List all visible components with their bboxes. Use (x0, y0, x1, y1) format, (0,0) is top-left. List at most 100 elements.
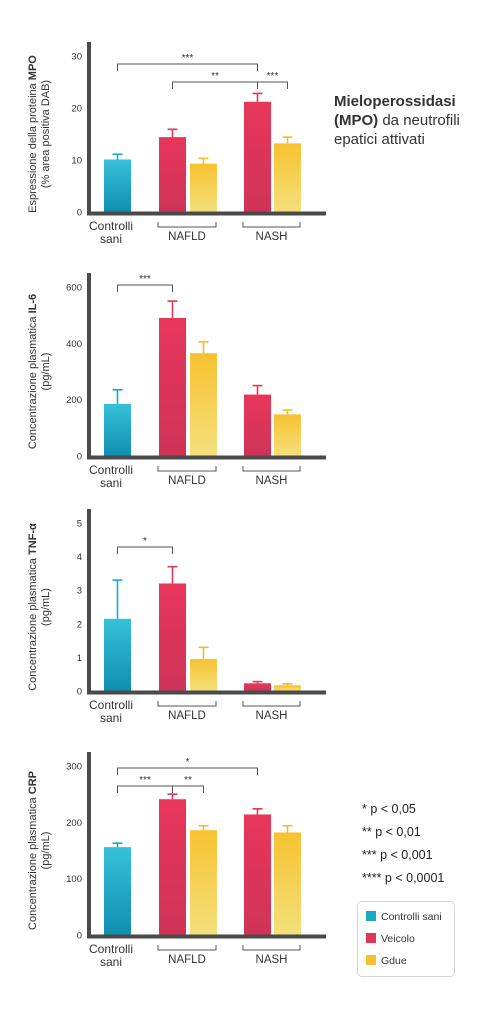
y-axis-label: Concentrazione plasmatica IL-6 (27, 294, 39, 449)
legend-item-vehicle: Veicolo (366, 933, 415, 945)
y-tick-label: 600 (66, 283, 82, 294)
significance-label: * (186, 757, 190, 768)
group-bracket-nash (242, 701, 301, 707)
y-axis-label-unit: (pg/mL) (40, 832, 52, 870)
significance-label: *** (267, 71, 279, 82)
significance-label: *** (182, 53, 194, 64)
y-tick-label: 1 (77, 653, 82, 664)
x-label-controls-line2: sani (100, 232, 122, 246)
bar-nafld-vehicle (159, 799, 186, 935)
y-axis-label-text: Concentrazione plasmatica (27, 794, 39, 930)
group-bracket-nash (242, 222, 301, 228)
sig-key-1: * p < 0,05 (362, 802, 416, 816)
y-axis-label-bold: IL-6 (27, 294, 39, 314)
y-axis-label: Espressione della proteina MPO (27, 55, 39, 213)
bar-nafld-gdue (190, 353, 217, 456)
sig-key-4: **** p < 0,0001 (362, 871, 445, 885)
y-tick-label: 0 (77, 452, 82, 463)
group-bracket-nash (242, 945, 301, 951)
sig-key-3: *** p < 0,001 (362, 848, 433, 862)
x-label-nafld: NAFLD (168, 475, 206, 487)
bar-nash-vehicle (244, 101, 271, 212)
bar-controls (104, 159, 131, 212)
significance-bracket (172, 785, 204, 793)
y-tick-label: 4 (77, 552, 82, 563)
significance-label: ** (211, 71, 219, 82)
group-bracket-nafld (157, 945, 217, 951)
x-label-controls-line2: sani (100, 711, 122, 725)
significance-bracket (117, 63, 258, 71)
y-tick-label: 300 (66, 762, 82, 773)
significance-bracket (117, 284, 173, 292)
legend-label: Veicolo (381, 933, 415, 945)
bar-nash-vehicle (244, 683, 271, 691)
x-label-nash: NASH (256, 231, 288, 243)
legend-label: Gdue (381, 955, 407, 967)
x-label-controls: Controlli (89, 219, 133, 233)
x-label-nafld: NAFLD (168, 954, 206, 966)
y-tick-label: 3 (77, 586, 82, 597)
y-axis-label-text: Espressione della proteina (27, 80, 39, 213)
y-tick-label: 200 (66, 818, 82, 829)
significance-bracket (257, 81, 288, 89)
x-label-nafld: NAFLD (168, 231, 206, 243)
group-bracket-nafld (157, 701, 217, 707)
x-label-nash: NASH (256, 475, 288, 487)
x-label-controls-line2: sani (100, 955, 122, 969)
sig-key-2: ** p < 0,01 (362, 825, 421, 839)
y-tick-label: 0 (77, 931, 82, 942)
chart-panel-1: 0 10 20 30 Espressione della proteina MPO(% … (27, 42, 326, 246)
y-axis-label-unit: (% area positiva DAB) (40, 80, 52, 188)
bar-nash-gdue (274, 685, 301, 691)
side-title-rest: da neutrofili epatici attivati (334, 112, 460, 148)
y-axis-label-bold: TNF-α (27, 523, 39, 555)
x-label-nash: NASH (256, 710, 288, 722)
x-label-nafld: NAFLD (168, 710, 206, 722)
significance-bracket (117, 785, 173, 793)
legend-label: Controlli sani (381, 911, 442, 923)
y-tick-label: 400 (66, 339, 82, 350)
y-tick-label: 0 (77, 687, 82, 698)
y-axis-label-unit: (pg/mL) (40, 588, 52, 626)
bar-nafld-gdue (190, 830, 217, 935)
legend-item-controls: Controlli sani (366, 911, 442, 923)
significance-label: * (143, 536, 147, 547)
significance-label: ** (184, 775, 192, 786)
bar-controls (104, 847, 131, 935)
group-bracket-nafld (157, 222, 217, 228)
chart-panel-2: 0 200 400 600 Concentrazione plasmatica IL-6… (27, 273, 326, 490)
bar-nash-gdue (274, 143, 301, 212)
y-axis-label-bold: CRP (27, 771, 39, 794)
group-bracket-nafld (157, 466, 217, 472)
bar-controls (104, 403, 131, 456)
group-bracket-nash (242, 466, 301, 472)
y-axis-label-unit: (pg/mL) (40, 353, 52, 391)
bar-nafld-vehicle (159, 583, 186, 691)
side-title: Mieloperossidasi (MPO) da neutrofili epa… (334, 92, 474, 149)
bar-controls (104, 618, 131, 691)
y-tick-label: 10 (71, 156, 82, 167)
x-label-nash: NASH (256, 954, 288, 966)
y-axis-label-text: Concentrazione plasmatica (27, 313, 39, 449)
significance-label: *** (139, 274, 151, 285)
y-axis-label: Concentrazione plasmatica TNF-α (27, 523, 39, 691)
y-axis-label-text: Concentrazione plasmatica (27, 555, 39, 691)
y-axis-label: Concentrazione plasmatica CRP (27, 771, 39, 930)
significance-bracket (117, 767, 258, 775)
significance-key: * p < 0,05 ** p < 0,01 *** p < 0,001 ***… (362, 798, 444, 890)
bar-nash-vehicle (244, 394, 271, 456)
legend-swatch-yellow (366, 955, 376, 965)
y-tick-label: 200 (66, 395, 82, 406)
significance-label: *** (139, 775, 151, 786)
legend-item-gdue: Gdue (366, 955, 407, 967)
y-tick-label: 30 (71, 52, 82, 63)
y-tick-label: 20 (71, 104, 82, 115)
legend-swatch-red (366, 933, 376, 943)
side-title-bold: Mieloperossidasi (MPO) (334, 93, 456, 129)
x-label-controls: Controlli (89, 942, 133, 956)
legend: Controlli sani Veicolo Gdue (357, 901, 455, 977)
y-tick-label: 2 (77, 619, 82, 630)
